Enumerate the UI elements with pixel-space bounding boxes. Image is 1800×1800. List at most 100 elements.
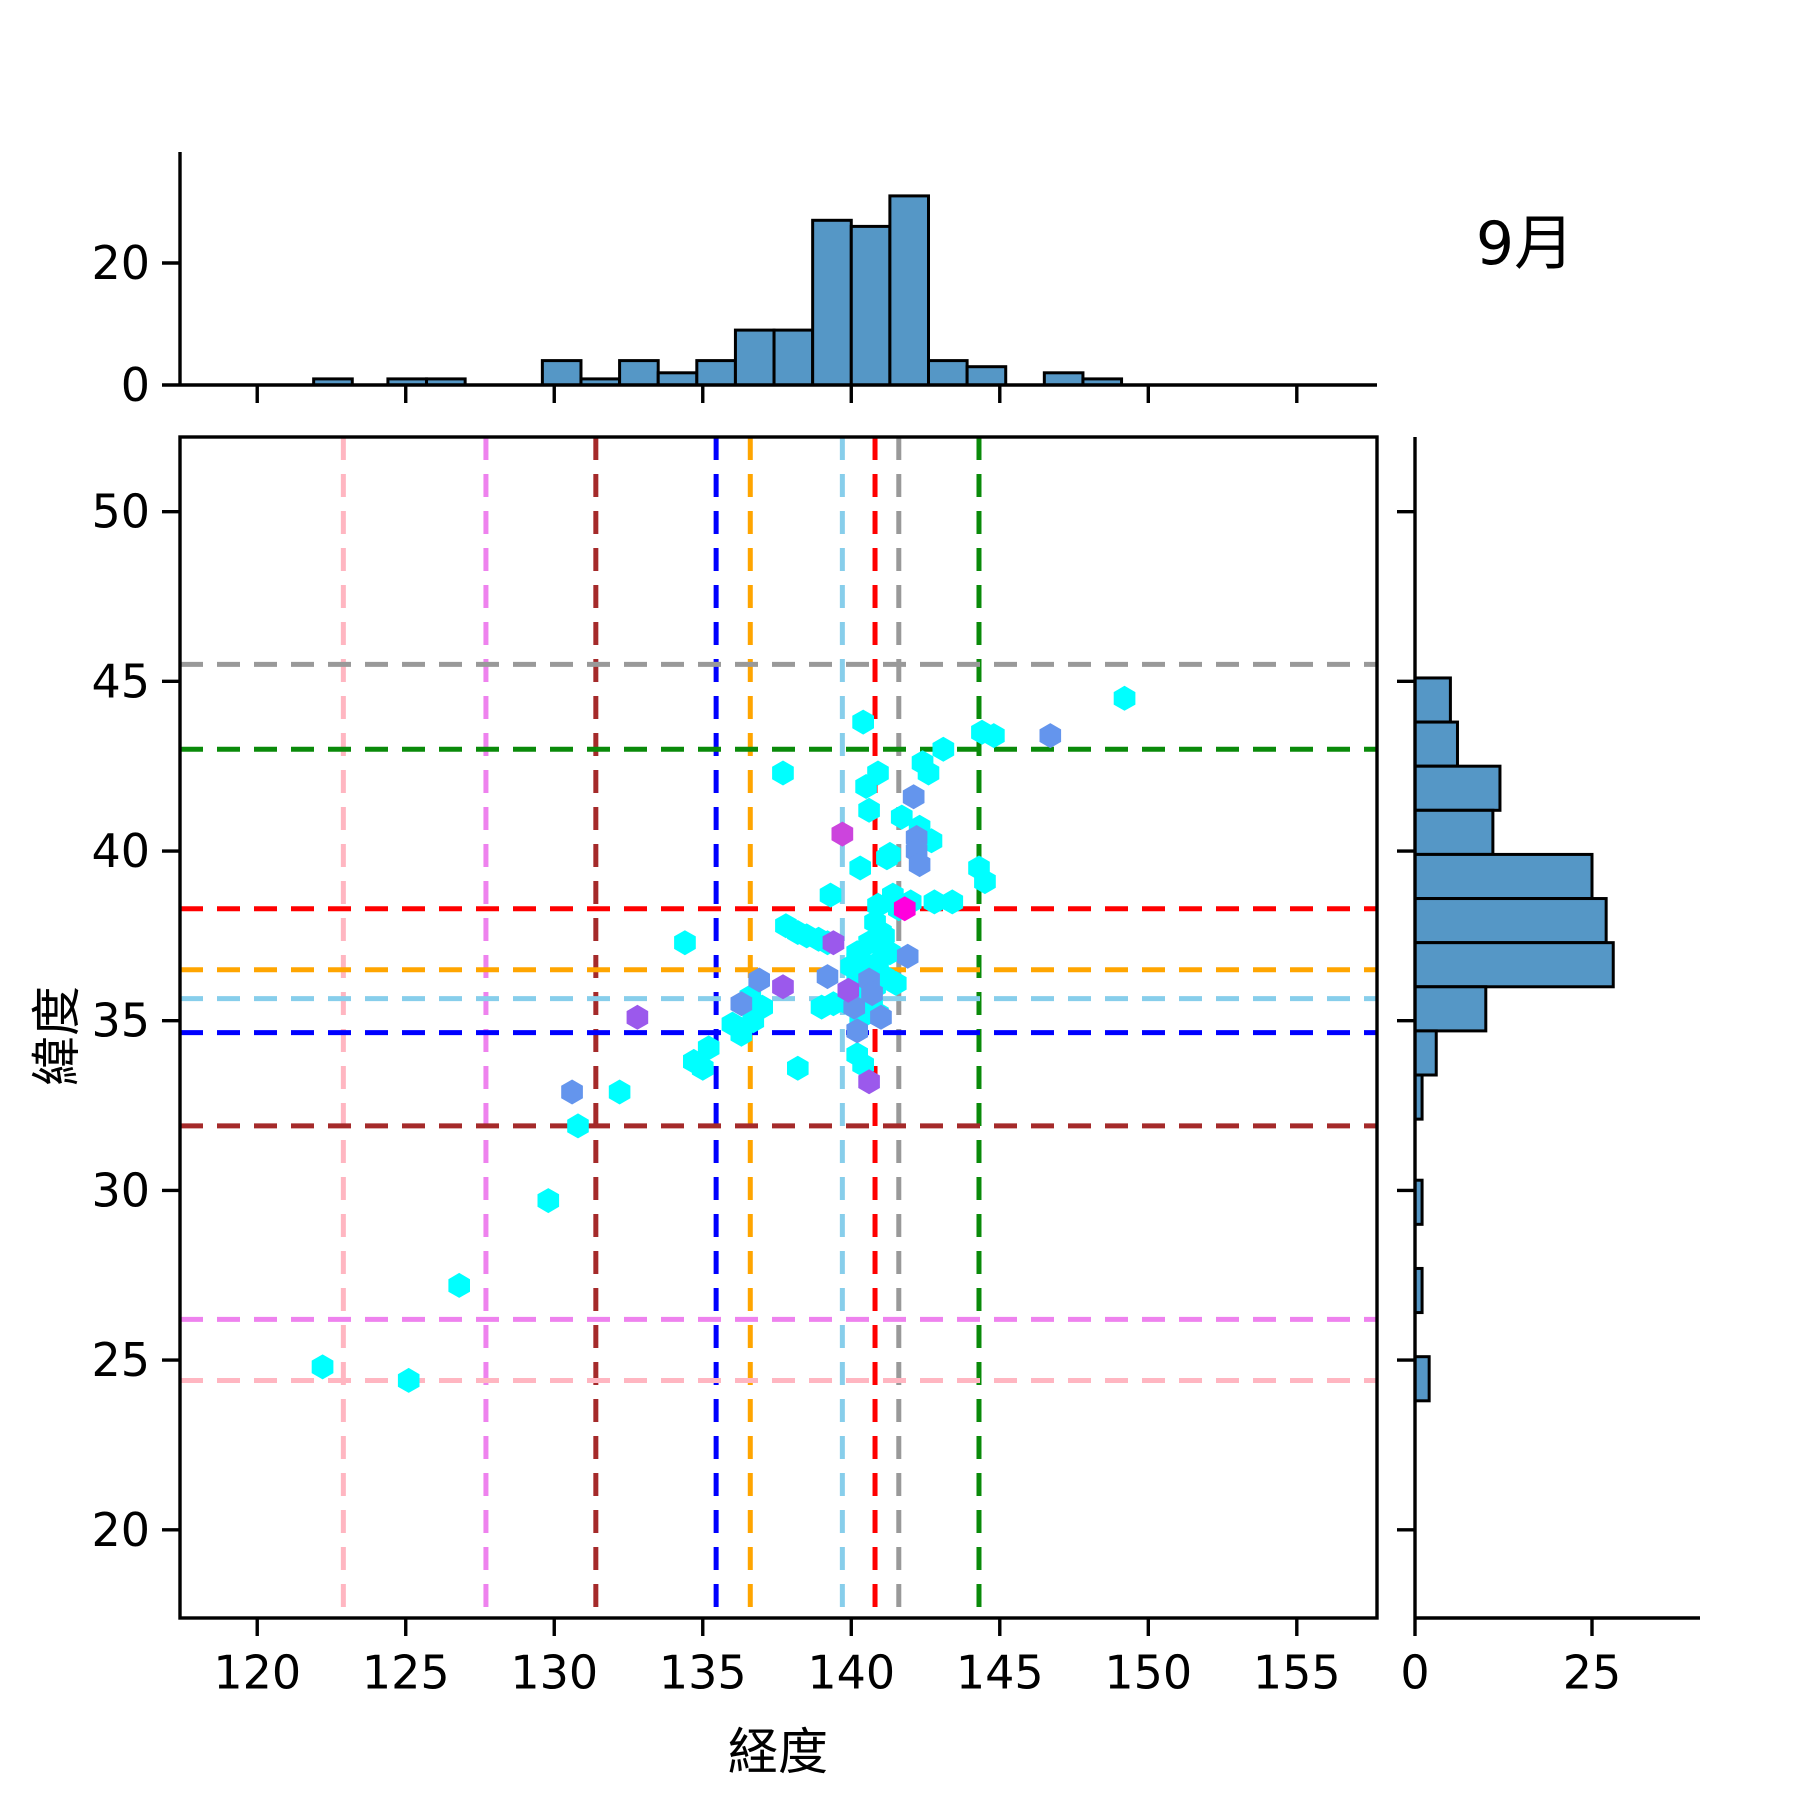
scatter-point-cornflower-blue bbox=[902, 784, 925, 810]
top-histogram-bar bbox=[733, 328, 776, 387]
x-axis-tick-label: 155 bbox=[1253, 1645, 1341, 1699]
top-histogram-bar bbox=[772, 328, 815, 387]
top-histogram-bar bbox=[1042, 371, 1085, 387]
scatter-point-cyan bbox=[974, 869, 996, 895]
series-orchid bbox=[831, 821, 854, 847]
chart-title: 9月 bbox=[1475, 209, 1575, 279]
top-histogram-bar bbox=[811, 218, 853, 387]
y-axis-tick-label: 40 bbox=[91, 824, 150, 878]
right-histogram-tick-label: 0 bbox=[1400, 1645, 1429, 1699]
scatter-point-cornflower-blue bbox=[816, 964, 839, 990]
scatter-point-cyan bbox=[772, 760, 794, 786]
x-axis-tick-label: 140 bbox=[807, 1645, 895, 1699]
right-histogram-bar bbox=[1413, 676, 1452, 724]
right-histogram-tick-label: 25 bbox=[1563, 1645, 1622, 1699]
scatter-point-cornflower-blue bbox=[861, 981, 883, 1007]
scatter-point-cyan bbox=[311, 1354, 334, 1380]
right-histogram-bar bbox=[1413, 808, 1495, 856]
scatter-point-cyan bbox=[917, 760, 940, 786]
x-axis-tick-label: 150 bbox=[1104, 1645, 1192, 1699]
scatter-point-medium-purple bbox=[858, 1069, 880, 1095]
right-histogram-bar bbox=[1413, 1355, 1431, 1403]
scatter-point-cyan bbox=[567, 1113, 589, 1139]
scatter-point-cyan bbox=[890, 804, 913, 830]
scatter-point-medium-purple bbox=[626, 1004, 649, 1030]
main-axes-box bbox=[178, 435, 1379, 1620]
top-histogram-bar bbox=[888, 194, 930, 387]
scatter-point-cyan bbox=[941, 889, 964, 915]
scatter-point-cyan bbox=[867, 760, 889, 786]
y-axis-tick-label: 30 bbox=[91, 1163, 150, 1217]
scatter-point-cyan bbox=[537, 1188, 560, 1214]
y-axis-tick-label: 20 bbox=[91, 1503, 150, 1557]
scatter-point-cyan bbox=[674, 930, 696, 956]
scatter-point-cyan bbox=[849, 855, 871, 881]
scatter-point-cyan bbox=[787, 1055, 809, 1081]
scatter-point-cyan bbox=[397, 1367, 420, 1393]
top-histogram-bar bbox=[849, 224, 892, 387]
scatter-point-cyan bbox=[697, 1035, 720, 1061]
top-histogram-bar bbox=[695, 359, 737, 387]
top-histogram-bar bbox=[540, 359, 583, 387]
scatter-point-cornflower-blue bbox=[846, 1018, 868, 1044]
series-medium-purple bbox=[626, 930, 880, 1095]
top-histogram-tick-label: 0 bbox=[121, 358, 150, 412]
y-axis-label: 緯度 bbox=[28, 986, 86, 1086]
x-axis-tick-label: 135 bbox=[659, 1645, 747, 1699]
right-histogram-bar bbox=[1413, 720, 1459, 768]
scatter-point-cyan bbox=[852, 709, 874, 735]
right-histogram bbox=[1397, 437, 1700, 1636]
scatter-point-cyan bbox=[885, 970, 907, 996]
top-histogram-tick-label: 20 bbox=[91, 236, 150, 290]
scatter-point-medium-purple bbox=[837, 977, 860, 1003]
scatter-point-cyan bbox=[608, 1079, 631, 1105]
x-axis-tick-label: 125 bbox=[362, 1645, 450, 1699]
top-histogram-bar bbox=[965, 365, 1008, 387]
scatter-point-magenta bbox=[893, 896, 916, 922]
scatter-point-cyan bbox=[819, 882, 842, 908]
top-histogram bbox=[162, 152, 1377, 403]
right-histogram-bar bbox=[1413, 941, 1615, 989]
right-histogram-bar bbox=[1413, 985, 1488, 1033]
scatter-point-cornflower-blue bbox=[870, 1004, 892, 1030]
x-axis-label: 経度 bbox=[728, 1723, 828, 1781]
scatter-point-medium-purple bbox=[772, 974, 794, 1000]
scatter-point-cyan bbox=[932, 736, 955, 762]
scatter-point-cyan bbox=[923, 889, 946, 915]
scatter-point-cornflower-blue bbox=[748, 967, 770, 993]
scatter-point-cyan bbox=[870, 920, 892, 945]
x-axis-tick-label: 130 bbox=[510, 1645, 598, 1699]
top-histogram-bar bbox=[618, 359, 660, 387]
right-histogram-bar bbox=[1413, 1029, 1438, 1077]
top-histogram-bar bbox=[926, 359, 969, 387]
right-histogram-bar bbox=[1413, 852, 1594, 901]
series-cornflower-blue bbox=[561, 723, 1062, 1105]
scatter-point-cornflower-blue bbox=[1039, 723, 1062, 749]
y-axis-tick-label: 35 bbox=[91, 994, 150, 1048]
scatter-point-medium-purple bbox=[822, 930, 845, 956]
scatter-point-cyan bbox=[1113, 685, 1136, 711]
scatter-point-cyan bbox=[879, 841, 901, 867]
right-histogram-bar bbox=[1413, 764, 1502, 812]
scatter-point-cyan bbox=[983, 723, 1005, 749]
scatter-point-cyan bbox=[751, 994, 773, 1020]
scatter-point-cornflower-blue bbox=[730, 991, 753, 1017]
y-axis-tick-label: 25 bbox=[91, 1333, 150, 1387]
scatter-point-cyan bbox=[691, 1055, 714, 1081]
scatter-point-cornflower-blue bbox=[908, 852, 931, 878]
scatter-point-cornflower-blue bbox=[896, 943, 919, 969]
right-histogram-bar bbox=[1413, 897, 1608, 945]
scatter-point-cornflower-blue bbox=[561, 1079, 583, 1105]
main-plot-area bbox=[180, 437, 1377, 1618]
x-axis-tick-label: 120 bbox=[213, 1645, 301, 1699]
series-magenta bbox=[893, 896, 916, 922]
y-axis-tick-label: 45 bbox=[91, 654, 150, 708]
series-cyan bbox=[311, 685, 1136, 1393]
scatter-point-cyan bbox=[448, 1272, 470, 1298]
top-histogram-bar bbox=[656, 371, 699, 387]
y-axis-tick-label: 50 bbox=[91, 485, 150, 539]
scatter-point-cyan bbox=[858, 797, 880, 823]
scatter-point-orchid bbox=[831, 821, 854, 847]
